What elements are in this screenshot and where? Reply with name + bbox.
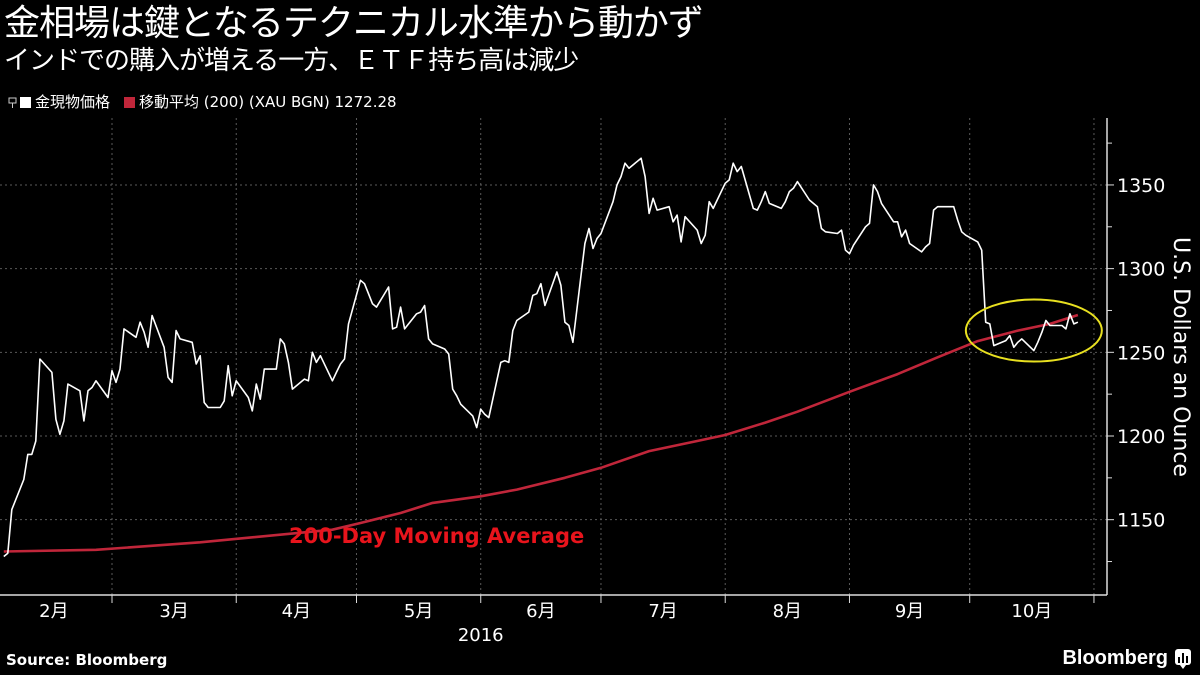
x-tick-label: 10月 bbox=[1011, 601, 1052, 622]
spot-gold-price-line bbox=[3, 157, 1079, 558]
x-tick-label: 8月 bbox=[773, 601, 802, 622]
x-tick-label: 9月 bbox=[895, 601, 924, 622]
axis-labels: 1150 1200 1250 1300 1350 2月 3月 4月 5月 6月 7月 8月 9月 10月 2… bbox=[39, 175, 1193, 646]
moving-average-line bbox=[3, 313, 1079, 553]
legend-item-moving-average[interactable]: 移動平均 (200) (XAU BGN) 1272.28 bbox=[124, 92, 397, 112]
legend-toggle-icon[interactable] bbox=[8, 95, 18, 109]
bloomberg-chart-icon bbox=[1175, 648, 1191, 669]
x-tick-label: 7月 bbox=[648, 601, 677, 622]
y-tick-label: 1200 bbox=[1117, 426, 1165, 448]
source-note: Source: Bloomberg bbox=[6, 651, 168, 669]
x-tick-label: 3月 bbox=[159, 601, 188, 622]
legend-swatch-white bbox=[20, 96, 31, 108]
chart-subtitle: インドでの購入が増える一方、ＥＴＦ持ち高は減少 bbox=[4, 46, 579, 76]
y-tick-label: 1300 bbox=[1117, 259, 1165, 281]
moving-average-annotation: 200-Day Moving Average bbox=[289, 524, 584, 548]
legend: 金現物価格 移動平均 (200) (XAU BGN) 1272.28 bbox=[8, 92, 411, 112]
legend-item-spot-gold[interactable]: 金現物価格 bbox=[20, 92, 110, 112]
legend-label: 金現物価格 bbox=[35, 93, 111, 111]
logo-text: Bloomberg bbox=[1062, 647, 1168, 669]
highlight-ellipse bbox=[964, 298, 1103, 363]
x-tick-label: 4月 bbox=[282, 601, 311, 622]
series-layer bbox=[3, 157, 1079, 558]
legend-label: 移動平均 (200) (XAU BGN) 1272.28 bbox=[139, 93, 397, 111]
x-tick-label: 6月 bbox=[526, 601, 555, 622]
x-tick-label: 5月 bbox=[404, 601, 433, 622]
y-tick-label: 1250 bbox=[1117, 342, 1165, 364]
y-tick-label: 1350 bbox=[1117, 175, 1165, 197]
x-axis-year-label: 2016 bbox=[458, 625, 504, 646]
y-tick-label: 1150 bbox=[1117, 510, 1165, 532]
bloomberg-logo: Bloomberg bbox=[1062, 647, 1192, 670]
x-tick-label: 2月 bbox=[39, 601, 68, 622]
annotations: 200-Day Moving Average bbox=[289, 298, 1103, 548]
y-axis-title: U.S. Dollars an Ounce bbox=[1168, 237, 1193, 477]
axes bbox=[0, 118, 1114, 603]
legend-swatch-red bbox=[124, 96, 136, 108]
chart-title: 金相場は鍵となるテクニカル水準から動かず bbox=[4, 3, 704, 44]
